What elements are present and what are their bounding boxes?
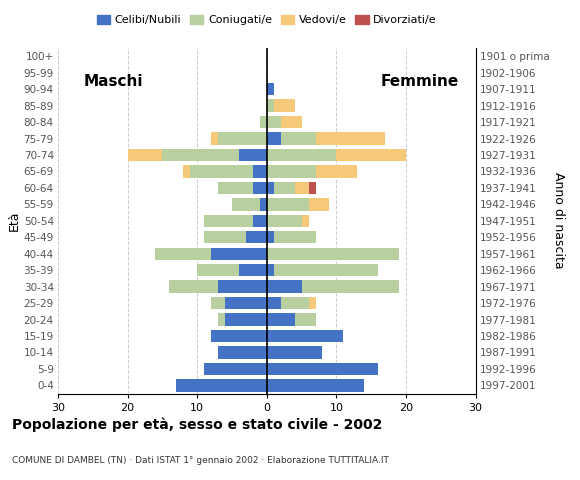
Bar (309, 198, 329, 211)
Bar (128, 149, 162, 161)
Bar (253, 182, 267, 194)
Bar (204, 363, 267, 375)
Bar (169, 280, 218, 293)
Bar (267, 99, 274, 112)
Bar (218, 313, 225, 326)
Text: Maschi: Maschi (84, 74, 143, 89)
Bar (253, 215, 267, 227)
Bar (295, 313, 316, 326)
Bar (211, 132, 218, 144)
Bar (267, 149, 336, 161)
Y-axis label: Età: Età (8, 211, 21, 231)
Bar (267, 280, 302, 293)
Bar (302, 280, 399, 293)
Bar (246, 231, 267, 243)
Bar (218, 280, 267, 293)
Bar (267, 116, 281, 128)
Bar (336, 149, 406, 161)
Bar (211, 248, 267, 260)
Bar (204, 231, 246, 243)
Bar (267, 132, 281, 144)
Bar (316, 132, 385, 144)
Bar (267, 182, 274, 194)
Bar (260, 198, 267, 211)
Bar (281, 297, 309, 309)
Bar (162, 149, 239, 161)
Bar (281, 116, 302, 128)
Bar (267, 313, 295, 326)
Bar (211, 330, 267, 342)
Bar (267, 330, 343, 342)
Bar (232, 198, 260, 211)
Bar (274, 182, 295, 194)
Text: Popolazione per età, sesso e stato civile - 2002: Popolazione per età, sesso e stato civil… (12, 418, 382, 432)
Bar (302, 215, 309, 227)
Bar (274, 99, 295, 112)
Bar (274, 264, 378, 276)
Bar (267, 379, 364, 392)
Bar (218, 182, 253, 194)
Bar (183, 165, 190, 178)
Bar (267, 165, 316, 178)
Bar (295, 182, 309, 194)
Bar (267, 297, 281, 309)
Bar (211, 297, 225, 309)
Bar (218, 346, 267, 359)
Bar (239, 264, 267, 276)
Bar (225, 313, 267, 326)
Legend: Celibi/Nubili, Coniugati/e, Vedovi/e, Divorziati/e: Celibi/Nubili, Coniugati/e, Vedovi/e, Di… (92, 11, 441, 30)
Bar (267, 264, 274, 276)
Bar (218, 132, 267, 144)
Bar (197, 264, 239, 276)
Bar (260, 116, 267, 128)
Bar (267, 346, 322, 359)
Bar (267, 231, 274, 243)
Bar (267, 198, 309, 211)
Bar (274, 231, 316, 243)
Bar (267, 83, 274, 96)
Bar (190, 165, 253, 178)
Bar (239, 149, 267, 161)
Text: COMUNE DI DAMBEL (TN) · Dati ISTAT 1° gennaio 2002 · Elaborazione TUTTITALIA.IT: COMUNE DI DAMBEL (TN) · Dati ISTAT 1° ge… (12, 456, 389, 465)
Bar (267, 248, 399, 260)
Bar (253, 165, 267, 178)
Bar (176, 379, 267, 392)
Bar (309, 297, 316, 309)
Bar (309, 182, 316, 194)
Bar (267, 215, 302, 227)
Bar (155, 248, 211, 260)
Bar (267, 363, 378, 375)
Bar (204, 215, 253, 227)
Bar (281, 132, 316, 144)
Bar (225, 297, 267, 309)
Text: Femmine: Femmine (381, 74, 459, 89)
Y-axis label: Anno di nascita: Anno di nascita (552, 172, 566, 269)
Bar (316, 165, 357, 178)
